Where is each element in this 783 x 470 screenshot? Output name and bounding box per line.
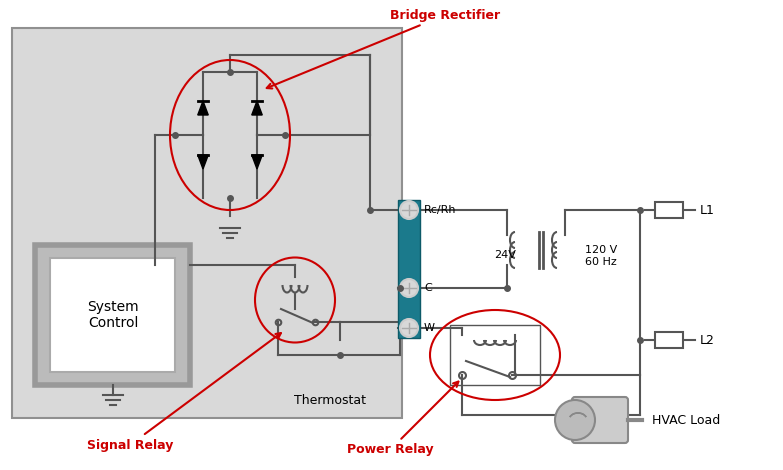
Text: Signal Relay: Signal Relay xyxy=(87,333,281,452)
Text: Bridge Rectifier: Bridge Rectifier xyxy=(267,8,500,88)
Text: Thermostat: Thermostat xyxy=(294,393,366,407)
Text: Power Relay: Power Relay xyxy=(347,382,458,456)
Text: 24V: 24V xyxy=(494,250,516,260)
Bar xyxy=(655,332,683,348)
Text: L1: L1 xyxy=(700,204,715,217)
FancyBboxPatch shape xyxy=(35,245,190,385)
Text: C: C xyxy=(424,283,431,293)
Circle shape xyxy=(400,279,418,297)
Text: HVAC Load: HVAC Load xyxy=(652,414,720,426)
FancyBboxPatch shape xyxy=(12,28,402,418)
Polygon shape xyxy=(252,101,262,115)
Circle shape xyxy=(400,201,418,219)
Text: W: W xyxy=(424,323,435,333)
Circle shape xyxy=(555,400,595,440)
Bar xyxy=(398,200,420,338)
Text: 120 V
60 Hz: 120 V 60 Hz xyxy=(585,245,617,266)
Polygon shape xyxy=(198,155,208,169)
Polygon shape xyxy=(198,101,208,115)
Polygon shape xyxy=(252,155,262,169)
Circle shape xyxy=(400,319,418,337)
FancyBboxPatch shape xyxy=(50,258,175,372)
Text: L2: L2 xyxy=(700,334,715,346)
Text: System
Control: System Control xyxy=(87,300,139,330)
Text: Rc/Rh: Rc/Rh xyxy=(424,205,456,215)
Bar xyxy=(655,202,683,218)
Bar xyxy=(450,325,540,385)
FancyBboxPatch shape xyxy=(572,397,628,443)
